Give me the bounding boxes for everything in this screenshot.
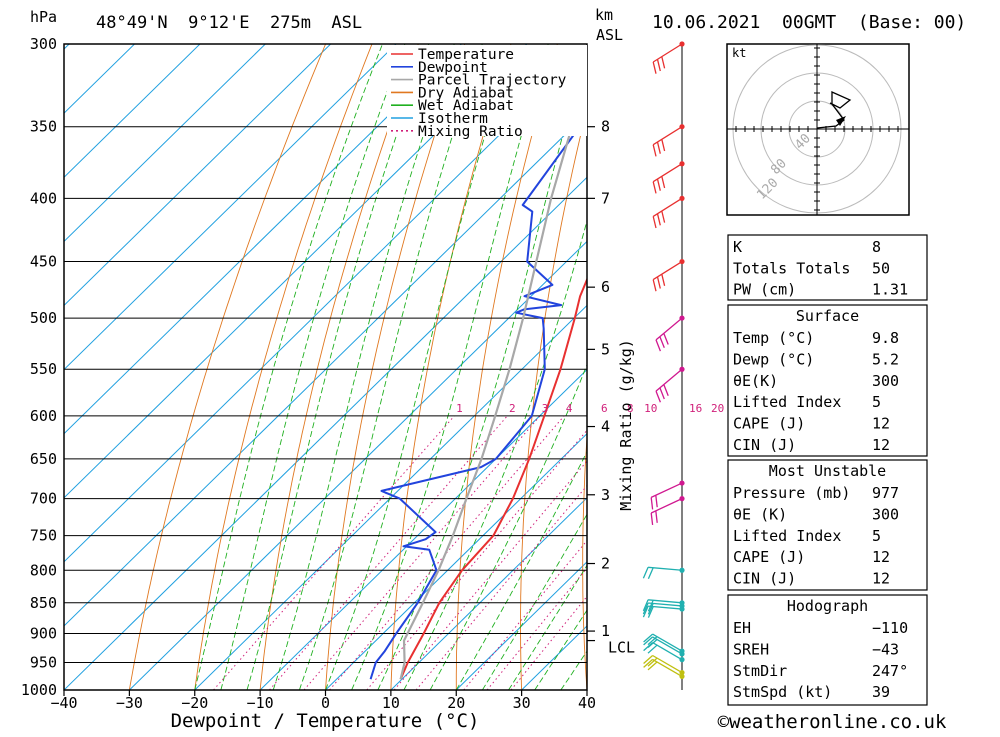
hodograph-units-label: kt <box>732 46 746 60</box>
stat-label: Lifted Index <box>733 393 841 411</box>
index-label: Totals Totals <box>733 259 850 277</box>
y-tick-label: 600 <box>30 407 57 425</box>
wind-barb-dot <box>679 648 684 653</box>
stat-value: −110 <box>872 619 908 637</box>
stat-label: Lifted Index <box>733 527 841 545</box>
section-title: Surface <box>796 307 859 325</box>
stat-label: SREH <box>733 640 769 658</box>
section-title: Hodograph <box>787 597 868 615</box>
index-label: PW (cm) <box>733 281 796 299</box>
height-tick-label: 7 <box>601 189 610 207</box>
pressure-unit-label: hPa <box>30 8 57 26</box>
stat-label: EH <box>733 619 751 637</box>
stat-value: 12 <box>872 548 890 566</box>
stat-label: CAPE (J) <box>733 415 805 433</box>
y-tick-label: 400 <box>30 189 57 207</box>
height-ref-label: ASL <box>596 26 623 44</box>
x-axis-label: Dewpoint / Temperature (°C) <box>171 710 480 732</box>
mixing-ratio-label: 4 <box>566 402 573 415</box>
y-tick-label: 850 <box>30 594 57 612</box>
stat-value: 5 <box>872 527 881 545</box>
section-title: Most Unstable <box>769 462 886 480</box>
stat-value: −43 <box>872 640 899 658</box>
stat-label: CAPE (J) <box>733 548 805 566</box>
stat-value: 12 <box>872 570 890 588</box>
x-tick-label: −40 <box>50 694 77 712</box>
height-tick-label: 5 <box>601 340 610 358</box>
stat-value: 9.8 <box>872 329 899 347</box>
stats-table: K 8 Totals Totals 50 PW (cm) 1.31 Surface Temp … <box>728 235 927 705</box>
stat-value: 247° <box>872 662 908 680</box>
mixing-ratio-label: 1 <box>456 402 463 415</box>
stat-label: Pressure (mb) <box>733 484 850 502</box>
y-tick-label: 700 <box>30 490 57 508</box>
stat-label: CIN (J) <box>733 436 796 454</box>
copyright-label: ©weatheronline.co.uk <box>718 711 947 733</box>
location-label: 48°49'N 9°12'E 275m ASL <box>96 13 362 33</box>
height-tick-label: 2 <box>601 555 610 573</box>
height-tick-label: 8 <box>601 118 610 136</box>
x-tick-label: 30 <box>513 694 531 712</box>
stat-value: 39 <box>872 683 890 701</box>
y-tick-label: 350 <box>30 118 57 136</box>
stat-value: 5.2 <box>872 350 899 368</box>
y-tick-label: 950 <box>30 654 57 672</box>
height-tick-label: 3 <box>601 486 610 504</box>
datetime-label: 10.06.2021 00GMT (Base: 00) <box>652 12 966 33</box>
y-tick-label: 500 <box>30 309 57 327</box>
mixing-ratio-axis-label: Mixing Ratio (g/kg) <box>617 339 635 511</box>
y-tick-label: 300 <box>30 35 57 53</box>
stat-label: StmSpd (kt) <box>733 683 832 701</box>
mixing-ratio-label: 3 <box>542 402 549 415</box>
x-tick-label: −30 <box>116 694 143 712</box>
height-tick-label: 6 <box>601 278 610 296</box>
lcl-label: LCL <box>608 639 635 657</box>
y-tick-label: 650 <box>30 450 57 468</box>
height-tick-label: 1 <box>601 622 610 640</box>
stat-label: Dewp (°C) <box>733 350 814 368</box>
index-value: 1.31 <box>872 281 908 299</box>
legend-item-label: Mixing Ratio <box>418 124 523 140</box>
stat-value: 12 <box>872 436 890 454</box>
mixing-ratio-label: 16 <box>689 402 702 415</box>
stat-value: 977 <box>872 484 899 502</box>
y-tick-label: 750 <box>30 527 57 545</box>
stat-label: θE(K) <box>733 372 778 390</box>
wind-barb-dot <box>679 657 684 662</box>
stat-label: CIN (J) <box>733 570 796 588</box>
y-tick-label: 900 <box>30 625 57 643</box>
y-tick-label: 550 <box>30 360 57 378</box>
height-unit-label: km <box>595 6 613 24</box>
stat-value: 300 <box>872 372 899 390</box>
stat-value: 300 <box>872 505 899 523</box>
index-label: K <box>733 238 742 256</box>
x-tick-label: 40 <box>578 694 596 712</box>
mixing-ratio-label: 6 <box>601 402 608 415</box>
index-value: 50 <box>872 259 890 277</box>
index-value: 8 <box>872 238 881 256</box>
stat-value: 12 <box>872 415 890 433</box>
stat-label: StmDir <box>733 662 787 680</box>
stat-label: Temp (°C) <box>733 329 814 347</box>
mixing-ratio-label: 20 <box>711 402 724 415</box>
stat-label: θE (K) <box>733 505 787 523</box>
y-tick-label: 800 <box>30 561 57 579</box>
height-tick-label: 4 <box>601 418 610 436</box>
mixing-ratio-label: 10 <box>644 402 657 415</box>
y-tick-label: 450 <box>30 253 57 271</box>
stat-value: 5 <box>872 393 881 411</box>
mixing-ratio-label: 2 <box>509 402 516 415</box>
